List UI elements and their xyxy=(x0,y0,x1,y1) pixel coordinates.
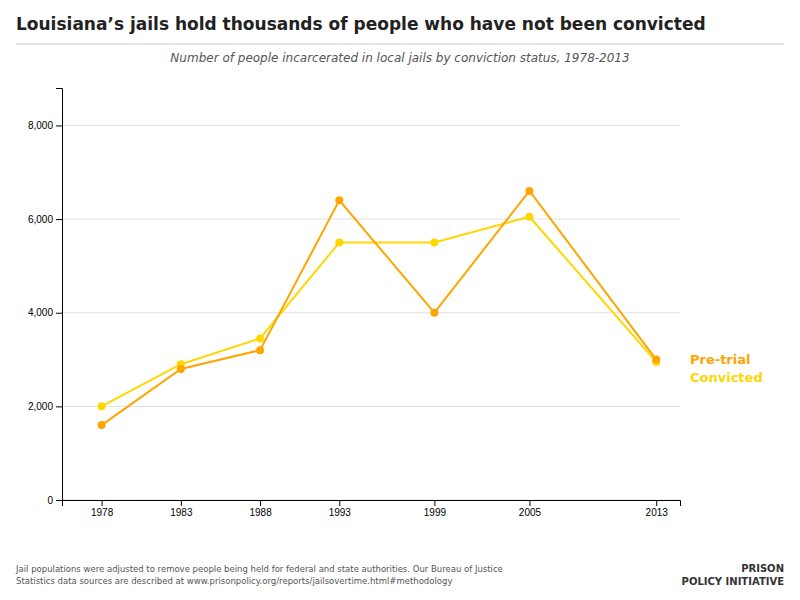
x-tick: 2005 xyxy=(519,500,542,518)
y-tick: 4,000 xyxy=(28,307,62,318)
x-tick-mark xyxy=(181,500,182,506)
series-label: Convicted xyxy=(690,370,763,385)
logo-text: PRISON xyxy=(741,563,784,574)
series xyxy=(98,187,661,429)
marks xyxy=(98,187,661,429)
y-tick-label: 4,000 xyxy=(28,307,53,318)
y-tick-label: 0 xyxy=(47,495,53,506)
point xyxy=(430,239,438,247)
y-tick-mark xyxy=(56,500,62,501)
point xyxy=(525,213,533,221)
separator xyxy=(16,44,784,45)
title: Louisiana’s jails hold thousands of peop… xyxy=(16,14,706,34)
series-labels: Pre-trial Convicted xyxy=(690,352,763,385)
y-tick-mark xyxy=(56,313,62,314)
x-tick: 1993 xyxy=(329,500,352,518)
point xyxy=(256,334,264,342)
logo: PRISON POLICY INITIATIVE xyxy=(682,563,785,587)
footnote-line: Statistics data sources are described at… xyxy=(16,576,452,586)
x-tick: 1983 xyxy=(170,500,193,518)
x-tick: 1978 xyxy=(91,500,114,518)
chart: Louisiana’s jails hold thousands of peop… xyxy=(0,0,800,600)
point xyxy=(525,187,533,195)
x-tick-mark xyxy=(260,500,261,506)
x-tick: 2013 xyxy=(646,500,669,518)
x-tick-mark xyxy=(102,500,103,506)
y-tick-mark xyxy=(56,125,62,126)
point xyxy=(98,402,106,410)
grid xyxy=(62,125,680,500)
y-tick-mark xyxy=(56,219,62,220)
point xyxy=(430,309,438,317)
x-axis-line xyxy=(63,501,681,507)
x-tick-mark xyxy=(529,500,530,506)
y-axis-line xyxy=(56,89,63,501)
y-tick-mark xyxy=(56,406,62,407)
x-tick-label: 1988 xyxy=(249,507,272,518)
grid-line xyxy=(62,125,680,126)
point xyxy=(177,365,185,373)
footnote: Jail populations were adjusted to remove… xyxy=(15,564,503,586)
series xyxy=(98,213,661,411)
x-tick-label: 1978 xyxy=(91,507,114,518)
series-line xyxy=(102,191,657,425)
point xyxy=(335,196,343,204)
series-label: Pre-trial xyxy=(690,352,750,367)
y-tick-label: 8,000 xyxy=(28,120,53,131)
grid-line xyxy=(62,406,680,407)
x-tick-label: 2005 xyxy=(519,507,542,518)
footnote-line: Jail populations were adjusted to remove… xyxy=(15,564,503,574)
point xyxy=(652,356,660,364)
point xyxy=(98,421,106,429)
logo-text: POLICY INITIATIVE xyxy=(682,576,785,587)
point xyxy=(256,346,264,354)
y-axis: 0 2,000 4,000 6,000 8,000 xyxy=(28,89,63,506)
x-tick-mark xyxy=(656,500,657,506)
subtitle: Number of people incarcerated in local j… xyxy=(170,51,629,65)
x-tick-label: 1993 xyxy=(329,507,352,518)
x-tick-mark xyxy=(339,500,340,506)
y-tick: 2,000 xyxy=(28,401,62,412)
x-tick-label: 1999 xyxy=(424,507,447,518)
grid-line xyxy=(62,312,680,313)
x-tick-mark xyxy=(434,500,435,506)
y-tick: 8,000 xyxy=(28,120,62,131)
x-tick: 1999 xyxy=(424,500,447,518)
plot: 1978 1983 1988 1993 1999 2005 2013 0 2,000 4,000 6… xyxy=(28,89,763,519)
x-tick-label: 2013 xyxy=(646,507,669,518)
x-tick-label: 1983 xyxy=(170,507,193,518)
point xyxy=(335,239,343,247)
x-axis: 1978 1983 1988 1993 1999 2005 2013 xyxy=(63,500,681,518)
y-tick-label: 2,000 xyxy=(28,401,53,412)
x-tick: 1988 xyxy=(249,500,272,518)
y-tick: 0 xyxy=(47,495,62,506)
y-tick: 6,000 xyxy=(28,214,62,225)
series-line xyxy=(102,217,657,407)
grid-line xyxy=(62,219,680,220)
y-tick-label: 6,000 xyxy=(28,214,53,225)
